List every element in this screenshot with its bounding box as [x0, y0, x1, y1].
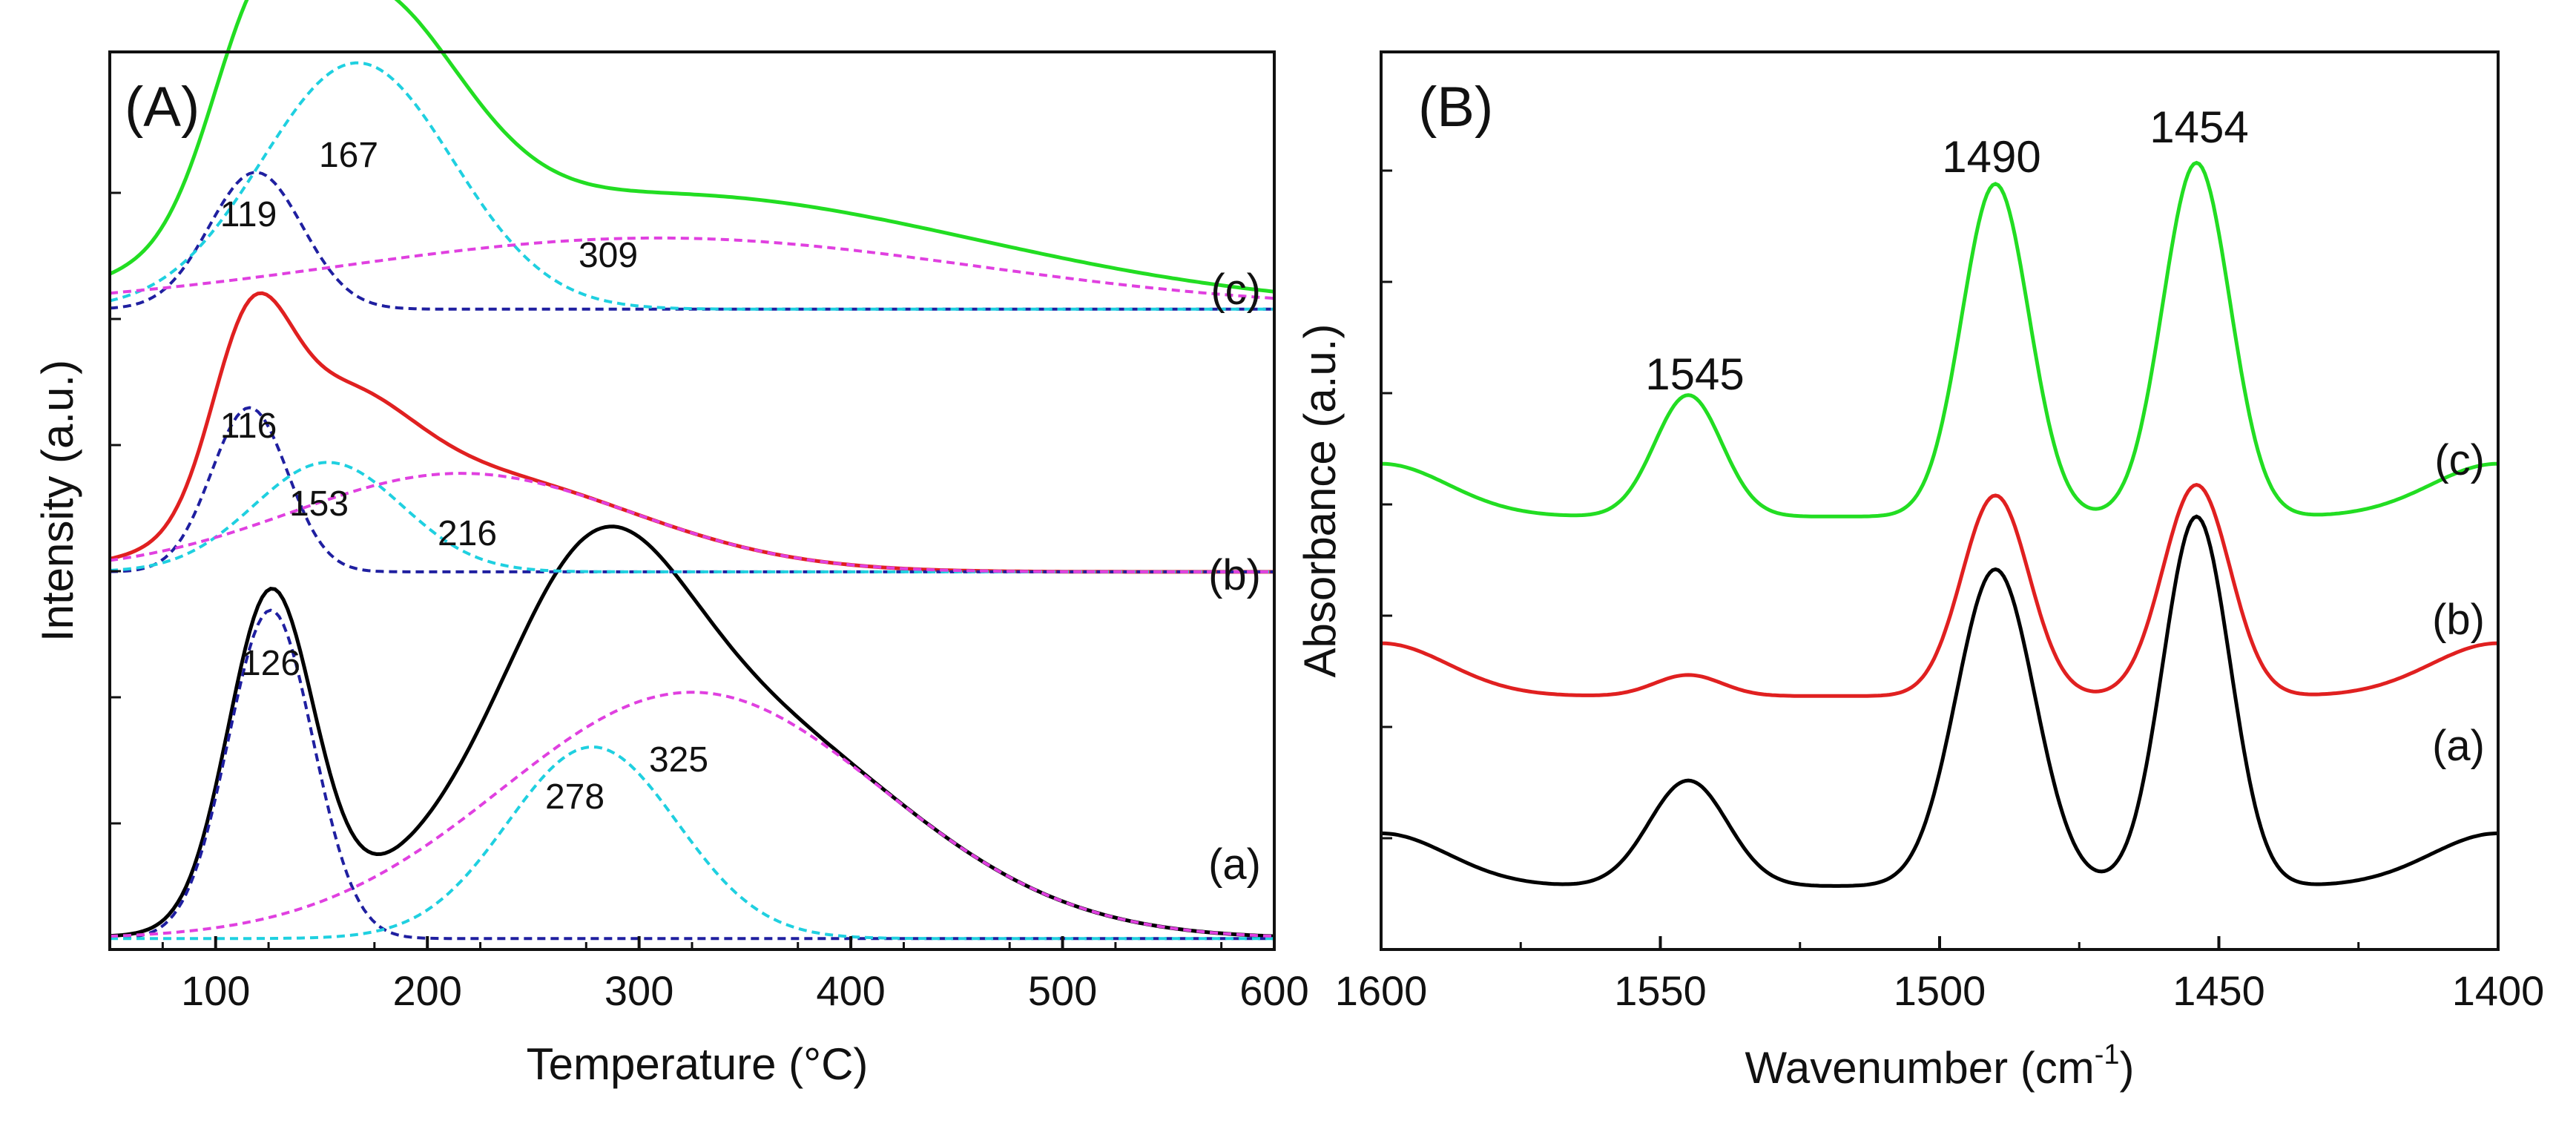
panel-a-series-c-167 — [109, 61, 1274, 311]
panel-b-x-title-main: Wavenumber (cm — [1745, 1043, 2095, 1093]
peak-label-a-278: 278 — [545, 777, 605, 817]
panel-a-x-tick-label: 300 — [605, 967, 673, 1014]
panel-a-frame — [108, 50, 1276, 951]
panel-b-label: (B) — [1418, 76, 1493, 139]
panel-a-series-b-116 — [109, 406, 1274, 573]
panel-b-x-title: Wavenumber (cm-1) — [1745, 1039, 2135, 1093]
curve-label-b-a: (a) — [2432, 722, 2485, 770]
panel-a-x-title: Temperature (°C) — [527, 1039, 869, 1089]
panel-a-ticks: 100 200 300 400 500 600 — [110, 191, 1309, 1014]
panel-a-series-b-153 — [109, 461, 1274, 573]
peak-label-a-126: 126 — [241, 644, 300, 683]
panel-a-series-a-278 — [110, 745, 1274, 941]
panel-a: 100 200 300 400 500 600 (A) Temperature (°C) … — [33, 0, 1309, 1089]
panel-a-y-title: Intensity (a.u.) — [33, 360, 82, 642]
panel-b-x-tick-label: 1550 — [1614, 967, 1707, 1014]
curve-label-a-a: (a) — [1208, 840, 1261, 889]
panel-a-series-c — [108, 0, 1275, 294]
peak-label-a-325: 325 — [649, 740, 708, 780]
curve-label-b-c: (c) — [2434, 436, 2485, 484]
panel-b-series-b — [1381, 483, 2498, 698]
panel-b-frame — [1380, 50, 2500, 951]
panel-a-x-tick-label: 500 — [1028, 967, 1097, 1014]
panel-a-label: (A) — [125, 76, 200, 139]
curve-label-b-b: (b) — [2432, 596, 2485, 644]
peak-label-b-216: 216 — [438, 514, 497, 553]
panel-a-series-a-325 — [109, 691, 1275, 938]
peak-label-c-309: 309 — [579, 236, 638, 275]
panel-b: 1600 1550 1500 1450 1400 (B) Wavenumber (cm-… — [1295, 50, 2545, 1093]
panel-b-x-title-end: ) — [2120, 1043, 2135, 1093]
panel-a-series-b — [109, 291, 1274, 574]
panel-a-series-b-216 — [109, 472, 1274, 573]
panel-a-series-c-119 — [109, 171, 1274, 311]
panel-b-x-tick-label: 1400 — [2452, 967, 2545, 1014]
panel-b-ticks: 1600 1550 1500 1450 1400 — [1335, 169, 2545, 1014]
panel-a-series-c-309 — [109, 236, 1275, 300]
panel-b-series-c — [1381, 160, 2498, 519]
panel-b-x-tick-label: 1500 — [1894, 967, 1986, 1014]
panel-a-x-tick-label: 100 — [181, 967, 250, 1014]
panel-a-x-tick-label: 200 — [392, 967, 461, 1014]
peak-label-c-119: 119 — [220, 195, 277, 234]
peak-label-c-167: 167 — [319, 136, 378, 175]
panel-a-series-a-126 — [109, 608, 1274, 941]
panel-a-x-tick-label: 600 — [1239, 967, 1308, 1014]
peak-label-b-116: 116 — [220, 406, 277, 446]
peak-label-1454: 1454 — [2150, 102, 2248, 152]
peak-label-1490: 1490 — [1942, 132, 2040, 182]
panel-a-series-a — [109, 524, 1275, 938]
panel-b-x-title-sup: -1 — [2095, 1039, 2120, 1070]
panel-b-curves — [1380, 160, 2499, 888]
curve-label-a-c: (c) — [1210, 266, 1261, 314]
panel-b-x-tick-label: 1600 — [1335, 967, 1428, 1014]
peak-label-b-153: 153 — [289, 484, 349, 524]
panel-a-curves — [108, 0, 1275, 941]
panel-b-series-a — [1380, 514, 2499, 888]
curve-label-a-b: (b) — [1208, 551, 1261, 599]
panel-b-x-tick-label: 1450 — [2173, 967, 2265, 1014]
panel-a-x-tick-label: 400 — [816, 967, 885, 1014]
peak-label-1545: 1545 — [1645, 349, 1744, 399]
panel-b-y-title: Absorbance (a.u.) — [1295, 324, 1345, 678]
